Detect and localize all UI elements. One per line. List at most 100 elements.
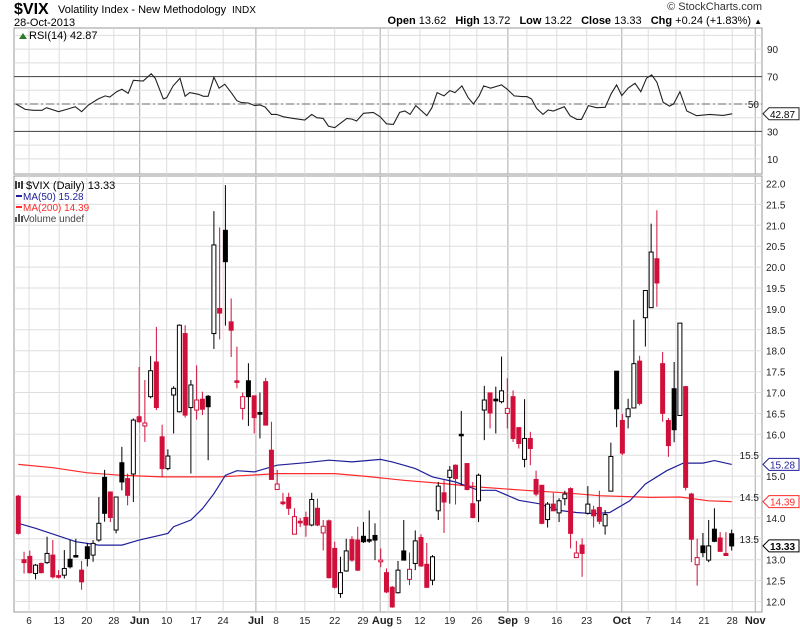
- close-value: 13.33: [614, 15, 642, 27]
- candle: [21, 551, 27, 574]
- candle: [706, 519, 712, 563]
- candle: [291, 508, 297, 535]
- candle-body: [378, 559, 384, 563]
- candle-body: [642, 290, 648, 319]
- candle-body: [700, 545, 706, 554]
- candle: [550, 492, 556, 512]
- candle-body: [268, 449, 274, 480]
- candle: [717, 532, 723, 552]
- candle-body: [297, 520, 303, 524]
- candle-body: [717, 537, 723, 552]
- candle: [125, 473, 131, 506]
- candle: [205, 395, 211, 461]
- candle: [458, 410, 464, 486]
- x-tick-label: Sep: [498, 615, 518, 627]
- price-y-tick-label: 13.5: [740, 535, 760, 546]
- candle-body: [637, 360, 643, 404]
- candle-body: [257, 412, 263, 415]
- x-tick-label: 26: [471, 616, 483, 627]
- candle: [464, 463, 470, 491]
- price-y-tick-label: 19.0: [766, 305, 786, 316]
- stockcharts-copyright[interactable]: © StockCharts.com: [667, 1, 762, 13]
- candle-body: [573, 552, 579, 559]
- candle-body: [608, 455, 614, 492]
- candle-body: [349, 539, 355, 561]
- candle: [389, 586, 395, 608]
- candle: [556, 498, 562, 523]
- candle: [654, 210, 660, 307]
- price-y-tick-label: 19.5: [766, 284, 786, 295]
- candle-body: [424, 563, 430, 588]
- candle: [15, 494, 21, 535]
- x-tick-label: 7: [645, 616, 651, 627]
- candle-body: [199, 398, 205, 410]
- candle: [50, 540, 56, 579]
- candle-body: [360, 535, 366, 543]
- price-y-tick-label: 21.5: [766, 200, 786, 211]
- candle-body: [211, 244, 217, 335]
- high-label: High: [455, 15, 480, 27]
- candle-body: [309, 499, 315, 526]
- candle: [585, 486, 591, 515]
- candle: [487, 392, 493, 429]
- candle-body: [337, 572, 343, 595]
- candle: [579, 538, 585, 577]
- rsi-indicator-icon: [19, 33, 27, 39]
- candle: [412, 530, 418, 571]
- price-y-tick-label: 18.0: [766, 347, 786, 358]
- ohlc-summary: Open 13.62 High 13.72 Low 13.22 Close 13…: [382, 15, 762, 27]
- candle-body: [476, 474, 482, 502]
- candle: [90, 540, 96, 562]
- candle: [677, 322, 683, 416]
- candle: [33, 563, 39, 580]
- x-tick-label: 19: [444, 616, 456, 627]
- candle-body: [102, 476, 108, 514]
- candle: [545, 502, 551, 528]
- candle-body: [435, 485, 441, 512]
- candle: [240, 392, 246, 420]
- open-value: 13.62: [418, 15, 447, 27]
- candle-body: [372, 534, 378, 541]
- candle: [648, 223, 654, 309]
- candle: [107, 491, 113, 523]
- candle-body: [493, 398, 499, 402]
- candle-body: [222, 229, 228, 263]
- candle-body: [430, 556, 436, 581]
- candle-body: [263, 381, 269, 426]
- candle: [136, 367, 142, 423]
- candle: [268, 421, 274, 480]
- candle-body: [711, 528, 717, 542]
- candle-body: [487, 392, 493, 414]
- candle-body: [320, 525, 326, 534]
- price-y-tick-label: 14.5: [740, 493, 760, 504]
- candle-body: [556, 500, 562, 514]
- x-tick-label: 12: [414, 616, 426, 627]
- candle: [568, 487, 574, 549]
- candle-body: [314, 507, 320, 526]
- rsi-y-tick-label: 30: [767, 127, 779, 138]
- candle-body: [228, 321, 234, 331]
- candle-body: [33, 564, 39, 574]
- candle: [366, 510, 372, 543]
- rsi-y-tick-label: 90: [767, 45, 779, 56]
- candle: [27, 550, 33, 574]
- candle: [516, 427, 522, 449]
- candle: [562, 490, 568, 506]
- x-tick-label: 28: [727, 616, 739, 627]
- candle-body: [401, 550, 407, 561]
- candle: [694, 538, 700, 586]
- candle-body: [153, 361, 159, 409]
- candle-body: [251, 395, 257, 419]
- candle-body: [326, 520, 332, 579]
- candle: [165, 449, 171, 471]
- candle: [619, 413, 625, 456]
- ma200-line: [18, 463, 732, 503]
- candle: [631, 319, 637, 409]
- x-tick-label: 23: [581, 616, 593, 627]
- candle: [234, 346, 240, 389]
- candle: [130, 418, 136, 503]
- candle-body: [458, 433, 464, 437]
- candle-body: [343, 550, 349, 572]
- exchange-label: INDX: [232, 5, 256, 16]
- candlestick-icon: [15, 181, 23, 189]
